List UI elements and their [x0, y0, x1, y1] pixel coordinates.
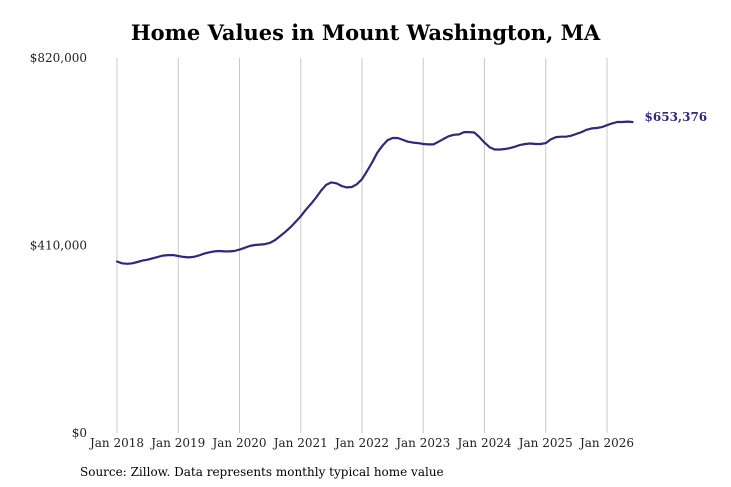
- series-layer: [115, 120, 634, 265]
- x-tick-label: Jan 2024: [455, 436, 511, 450]
- end-value-label: $653,376: [645, 110, 708, 124]
- x-tick-label: Jan 2023: [394, 436, 450, 450]
- y-axis: $0 $410,000 $820,000: [30, 51, 87, 440]
- x-tick-label: Jan 2021: [272, 436, 328, 450]
- y-tick-label: $820,000: [30, 51, 87, 65]
- x-axis: Jan 2018 Jan 2019 Jan 2020 Jan 2021 Jan 2022…: [88, 436, 634, 450]
- x-tick-label: Jan 2026: [578, 436, 634, 450]
- gridlines: [116, 58, 608, 433]
- chart-title: Home Values in Mount Washington, MA: [130, 20, 601, 45]
- y-tick-label: $0: [72, 426, 87, 440]
- y-tick-label: $410,000: [30, 239, 87, 253]
- x-tick-label: Jan 2020: [210, 436, 266, 450]
- source-note: Source: Zillow. Data represents monthly …: [80, 465, 444, 479]
- home-value-line: [115, 120, 634, 265]
- x-tick-label: Jan 2022: [333, 436, 389, 450]
- x-tick-label: Jan 2025: [517, 436, 573, 450]
- x-tick-label: Jan 2019: [149, 436, 205, 450]
- x-tick-label: Jan 2018: [88, 436, 144, 450]
